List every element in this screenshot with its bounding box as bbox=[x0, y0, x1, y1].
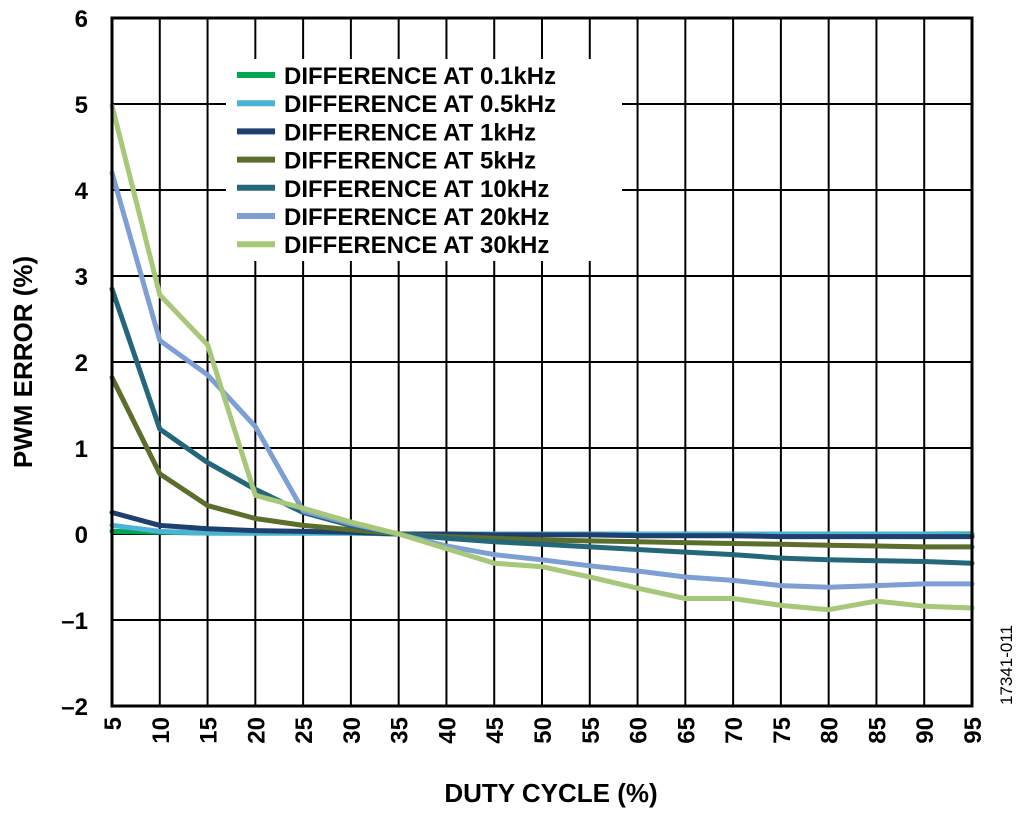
x-tick-label: 85 bbox=[864, 717, 891, 744]
y-tick-label: –1 bbox=[61, 608, 88, 635]
x-tick-label: 60 bbox=[626, 717, 653, 744]
series-line bbox=[109, 103, 975, 613]
x-tick-label: 55 bbox=[578, 717, 605, 744]
y-tick-label: 0 bbox=[75, 522, 88, 549]
legend-entry-label: DIFFERENCE AT 5kHz bbox=[284, 148, 536, 175]
x-tick-labels: 5 10 15 20 25 30 35 40 45 50 55 60 65 70 75 80 85 90 95 bbox=[100, 717, 987, 744]
legend-entry-label: DIFFERENCE AT 0.5kHz bbox=[284, 91, 556, 118]
x-tick-label: 40 bbox=[434, 717, 461, 744]
y-tick-label: 4 bbox=[75, 178, 89, 205]
legend-entry-label: DIFFERENCE AT 0.1kHz bbox=[284, 63, 556, 90]
x-tick-label: 35 bbox=[387, 717, 414, 744]
y-tick-label: 1 bbox=[75, 436, 88, 463]
y-tick-label: 3 bbox=[75, 264, 88, 291]
x-tick-label: 80 bbox=[817, 717, 844, 744]
x-axis-label: DUTY CYCLE (%) bbox=[444, 778, 657, 808]
x-tick-label: 20 bbox=[243, 717, 270, 744]
y-tick-label: 5 bbox=[75, 92, 88, 119]
figure-id-label: 17341-011 bbox=[997, 625, 1016, 705]
x-tick-label: 25 bbox=[291, 717, 318, 744]
y-tick-label: 6 bbox=[75, 6, 88, 33]
x-tick-label: 45 bbox=[482, 717, 509, 744]
x-tick-label: 95 bbox=[960, 717, 987, 744]
y-tick-label: –2 bbox=[61, 694, 88, 721]
x-tick-label: 70 bbox=[721, 717, 748, 744]
legend-entry-label: DIFFERENCE AT 1kHz bbox=[284, 119, 536, 146]
y-axis-label: PWM ERROR (%) bbox=[8, 256, 38, 468]
y-tick-labels: 6 5 4 3 2 1 0 –1 –2 bbox=[61, 6, 88, 721]
y-tick-label: 2 bbox=[75, 350, 88, 377]
series-line bbox=[109, 510, 975, 540]
x-tick-label: 75 bbox=[769, 717, 796, 744]
x-tick-label: 30 bbox=[339, 717, 366, 744]
x-tick-label: 90 bbox=[912, 717, 939, 744]
x-tick-label: 10 bbox=[148, 717, 175, 744]
x-tick-label: 15 bbox=[196, 717, 223, 744]
x-tick-label: 65 bbox=[673, 717, 700, 744]
series-line bbox=[109, 375, 975, 550]
legend-entry-label: DIFFERENCE AT 30kHz bbox=[284, 232, 549, 259]
series-lines bbox=[109, 103, 975, 613]
legend-background bbox=[226, 59, 622, 261]
legend-entry-label: DIFFERENCE AT 10kHz bbox=[284, 176, 549, 203]
plot-frame bbox=[110, 16, 974, 708]
legend-entry-label: DIFFERENCE AT 20kHz bbox=[284, 204, 549, 231]
x-tick-label: 5 bbox=[100, 717, 127, 730]
series-line bbox=[109, 170, 975, 590]
x-tick-label: 50 bbox=[530, 717, 557, 744]
